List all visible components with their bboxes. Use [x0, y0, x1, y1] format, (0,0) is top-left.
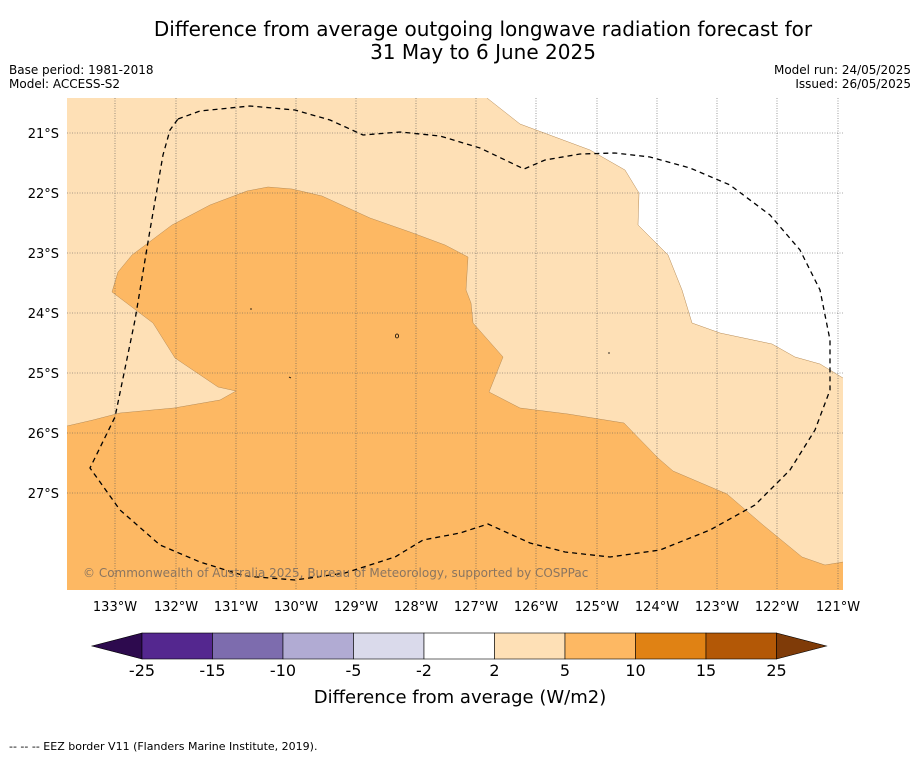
copyright-text: © Commonwealth of Australia 2025, Bureau… — [83, 566, 588, 580]
colorbar-segment — [353, 632, 425, 660]
latitude-gridlines — [67, 132, 843, 494]
colorbar-segment — [141, 632, 213, 660]
title-line-1: Difference from average outgoing longwav… — [153, 17, 813, 41]
lon-label: 131°W — [214, 600, 258, 615]
issued-date: Issued: 26/05/2025 — [795, 77, 911, 91]
colorbar-tick-label: 15 — [696, 661, 716, 680]
colorbar-tick-label: 5 — [560, 661, 570, 680]
lon-label: 129°W — [334, 600, 378, 615]
lon-label: 124°W — [635, 600, 679, 615]
colorbar-tick-label: -2 — [416, 661, 432, 680]
latitude-labels: 21°S 22°S 23°S 24°S 25°S 26°S 27°S — [28, 127, 59, 502]
colorbar-segment — [423, 632, 495, 660]
lon-label: 122°W — [755, 600, 799, 615]
colorbar-segment — [494, 632, 566, 660]
lat-label: 24°S — [28, 307, 59, 322]
title-line-2: 31 May to 6 June 2025 — [370, 40, 596, 64]
lat-label: 27°S — [28, 487, 59, 502]
longitude-labels: 133°W 132°W 131°W 130°W 129°W 128°W 127°… — [93, 600, 860, 615]
eez-footnote: -- -- -- EEZ border V11 (Flanders Marine… — [9, 740, 318, 753]
lon-label: 126°W — [514, 600, 558, 615]
lat-label: 26°S — [28, 427, 59, 442]
colorbar-segment — [212, 632, 284, 660]
colorbar-tick-label: 25 — [766, 661, 786, 680]
colorbar-segment — [705, 632, 777, 660]
colorbar-tick-label: -10 — [270, 661, 296, 680]
lon-label: 132°W — [154, 600, 198, 615]
island-mark — [394, 333, 399, 339]
colorbar-segment — [564, 632, 636, 660]
lon-label: 127°W — [454, 600, 498, 615]
eez-border — [89, 105, 831, 581]
colorbar-tick-label: 2 — [489, 661, 499, 680]
colorbar: -25 -15 -10 -5 -2 2 5 10 15 25 — [90, 632, 828, 680]
island-mark — [288, 376, 292, 379]
base-period: Base period: 1981-2018 — [9, 63, 154, 77]
longitude-gridlines — [114, 98, 839, 590]
lon-label: 123°W — [695, 600, 739, 615]
colorbar-segment — [635, 632, 707, 660]
medium-anomaly-region — [67, 187, 843, 590]
lat-label: 25°S — [28, 367, 59, 382]
meta-right: Model run: 24/05/2025 Issued: 26/05/2025 — [774, 63, 911, 91]
colorbar-tick-label: -25 — [129, 661, 155, 680]
lon-label: 133°W — [93, 600, 137, 615]
colorbar-tick-label: -5 — [346, 661, 362, 680]
lat-label: 21°S — [28, 127, 59, 142]
islands — [250, 308, 610, 379]
colorbar-extend-low — [90, 632, 143, 660]
lon-label: 125°W — [575, 600, 619, 615]
near-average-region — [487, 98, 843, 378]
lon-label: 128°W — [394, 600, 438, 615]
map-title: Difference from average outgoing longwav… — [0, 18, 919, 64]
lat-label: 22°S — [28, 187, 59, 202]
colorbar-title: Difference from average (W/m2) — [314, 687, 606, 708]
colorbar-segment — [282, 632, 354, 660]
map-area: © Commonwealth of Australia 2025, Bureau… — [67, 98, 843, 590]
lat-label: 23°S — [28, 247, 59, 262]
model-name: Model: ACCESS-S2 — [9, 77, 121, 91]
colorbar-tick-label: 10 — [625, 661, 645, 680]
lon-label: 121°W — [816, 600, 860, 615]
colorbar-tick-label: -15 — [199, 661, 225, 680]
meta-left: Base period: 1981-2018 Model: ACCESS-S2 — [9, 63, 154, 91]
lon-label: 130°W — [274, 600, 318, 615]
model-run: Model run: 24/05/2025 — [773, 63, 911, 77]
colorbar-extend-high — [776, 632, 828, 660]
